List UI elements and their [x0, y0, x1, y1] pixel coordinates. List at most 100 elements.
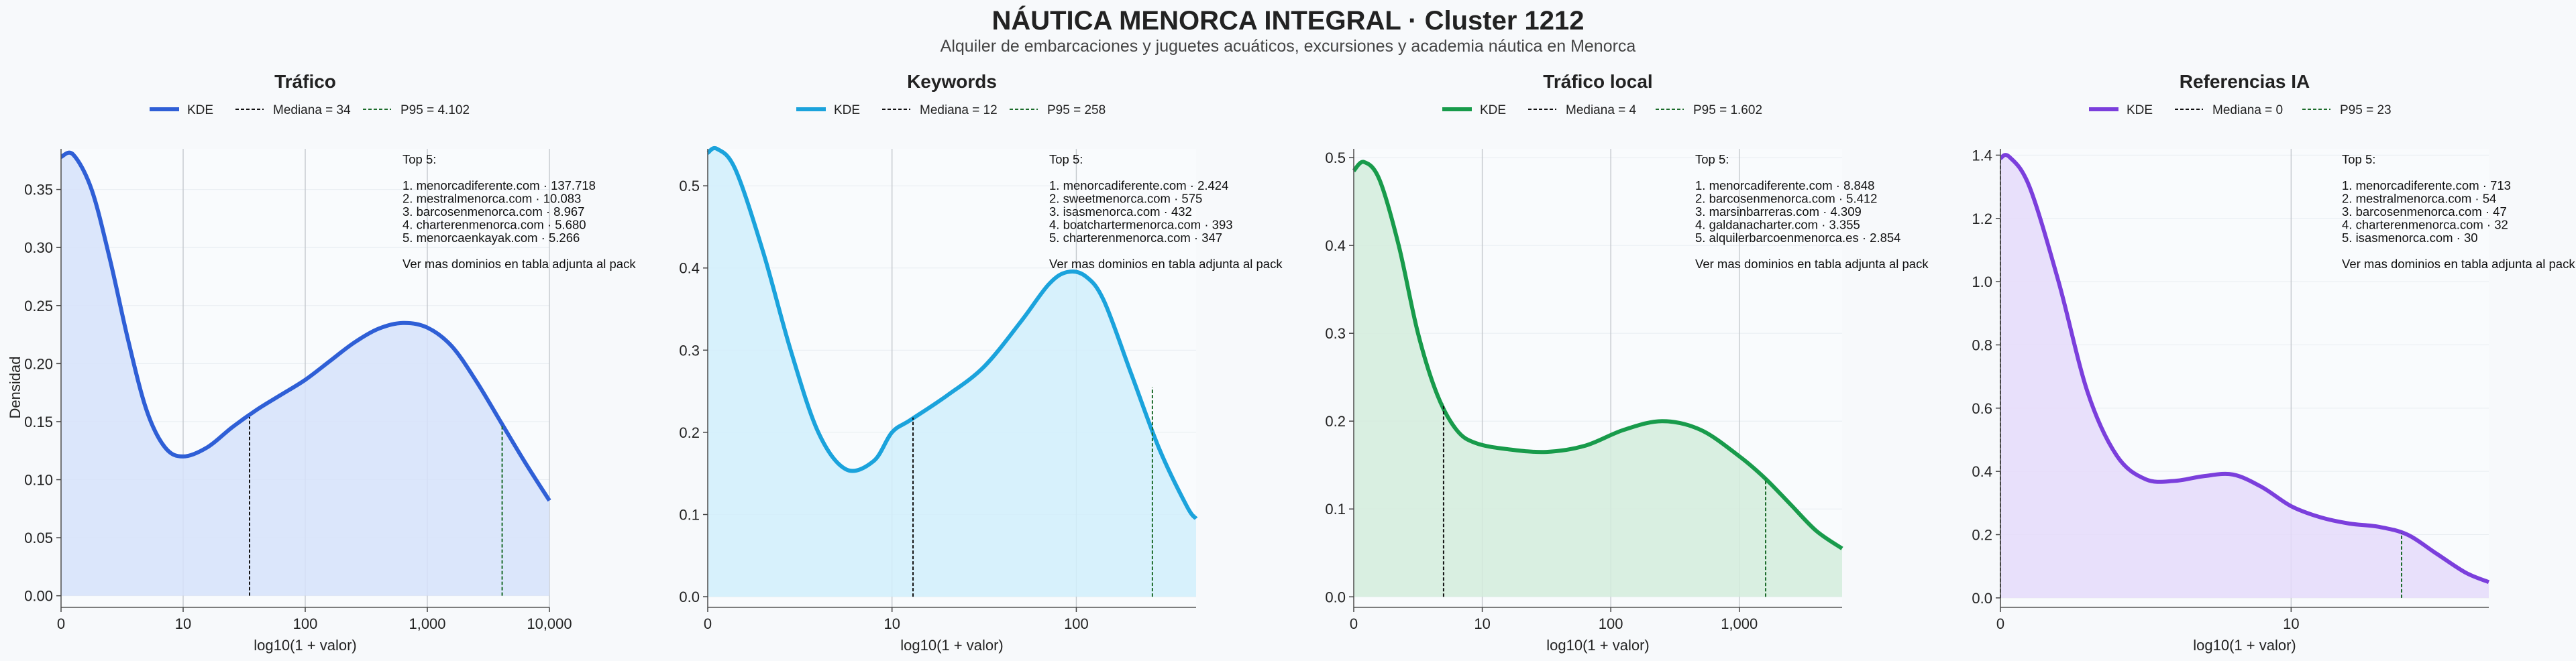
kde-line — [1999, 153, 2490, 585]
kde-line — [706, 146, 1198, 520]
legend-kde-label: KDE — [834, 103, 860, 117]
y-tick-label: 0.1 — [679, 506, 700, 523]
annotation-line: 5. alquilerbarcoenmenorca.es · 2.854 — [1695, 231, 1900, 245]
y-tick-label: 0.25 — [24, 298, 53, 314]
y-tick-label: 0.2 — [1325, 413, 1346, 430]
annotation-line: Ver mas dominios en tabla adjunta al pac… — [2342, 257, 2575, 271]
x-axis-label: log10(1 + valor) — [1546, 637, 1649, 654]
annotation-line: 3. barcosenmenorca.com · 8.967 — [402, 204, 584, 219]
annotation-line: 1. menorcadiferente.com · 713 — [2342, 178, 2511, 192]
annotation-line: 2. barcosenmenorca.com · 5.412 — [1695, 192, 1877, 206]
y-tick-label: 0.0 — [1325, 589, 1346, 605]
annotation-line: 5. menorcaenkayak.com · 5.266 — [402, 231, 580, 245]
y-tick-label: 0.30 — [24, 239, 53, 256]
legend-median-label: Mediana = 0 — [2212, 103, 2283, 117]
panel-trafico-local: 0.0 0.1 0.2 0.3 0.4 0.5 0 10 100 1,000 log10(1 + v… — [1325, 71, 1929, 654]
y-axis-label: Densidad — [7, 357, 23, 419]
y-tick-label: 0.0 — [1972, 590, 1992, 607]
annotation-line: Top 5: — [2342, 152, 2375, 166]
annotation-line: Ver mas dominios en tabla adjunta al pac… — [1049, 257, 1283, 271]
x-axis-label: log10(1 + valor) — [900, 637, 1003, 654]
annotation-line: 4. charterenmenorca.com · 5.680 — [402, 218, 586, 232]
legend-p95-label: P95 = 4.102 — [400, 103, 470, 117]
y-tick-label: 0.10 — [24, 472, 53, 489]
kde-area — [708, 147, 1196, 597]
panel-title: Tráfico — [274, 71, 336, 92]
annotation-line: Ver mas dominios en tabla adjunta al pac… — [402, 257, 636, 271]
legend: KDE Mediana = 12 P95 = 258 — [796, 103, 1106, 117]
y-tick-label: 0.15 — [24, 414, 53, 430]
x-tick-label: 1,000 — [409, 615, 445, 632]
legend-median-label: Mediana = 12 — [920, 103, 998, 117]
top5-annotation: Top 5: 1. menorcadiferente.com · 137.7182… — [402, 152, 636, 271]
figure-title: NÁUTICA MENORCA INTEGRAL · Cluster 1212 — [991, 5, 1584, 36]
panel-trafico: 0.00 0.05 0.10 0.15 0.20 0.25 0.30 0.35 0 10 100 1,… — [24, 71, 636, 654]
annotation-line: 1. menorcadiferente.com · 8.848 — [1695, 178, 1874, 192]
top5-annotation: Top 5: 1. menorcadiferente.com · 8.8482. … — [1695, 152, 1929, 271]
x-tick-label: 0 — [1996, 615, 2004, 632]
kde-line — [1352, 160, 1843, 550]
y-tick-label: 0.20 — [24, 355, 53, 372]
annotation-line: 4. galdanacharter.com · 3.355 — [1695, 218, 1860, 232]
x-tick-label: 10 — [883, 615, 900, 632]
x-tick-label: 10,000 — [527, 615, 572, 632]
annotation-line: 4. boatchartermenorca.com · 393 — [1049, 218, 1233, 232]
y-tick-label: 0.4 — [1972, 463, 1992, 480]
y-tick-label: 1.4 — [1972, 147, 1992, 164]
annotation-line: 1. menorcadiferente.com · 137.718 — [402, 178, 596, 192]
annotation-line: 3. barcosenmenorca.com · 47 — [2342, 204, 2507, 219]
legend-p95-label: P95 = 1.602 — [1693, 103, 1762, 117]
x-tick-label: 100 — [293, 615, 318, 632]
y-tick-label: 0.5 — [679, 178, 700, 194]
x-tick-label: 1,000 — [1721, 615, 1758, 632]
y-tick-label: 0.0 — [679, 589, 700, 605]
y-tick-label: 0.1 — [1325, 501, 1346, 518]
legend-kde-label: KDE — [1480, 103, 1506, 117]
legend-p95-label: P95 = 23 — [2340, 103, 2392, 117]
annotation-line: Top 5: — [1695, 152, 1729, 166]
legend-p95-label: P95 = 258 — [1047, 103, 1106, 117]
figure-subtitle: Alquiler de embarcaciones y juguetes acu… — [941, 37, 1636, 56]
y-tick-label: 0.3 — [1325, 325, 1346, 342]
y-tick-label: 0.5 — [1325, 149, 1346, 166]
annotation-line: 1. menorcadiferente.com · 2.424 — [1049, 178, 1228, 192]
legend-kde-label: KDE — [2127, 103, 2153, 117]
x-tick-label: 0 — [57, 615, 65, 632]
x-tick-label: 10 — [1474, 615, 1490, 632]
legend: KDE Mediana = 0 P95 = 23 — [2089, 103, 2392, 117]
panel-title: Tráfico local — [1543, 71, 1652, 92]
x-axis-label: log10(1 + valor) — [2193, 637, 2296, 654]
x-tick-label: 0 — [704, 615, 712, 632]
x-axis-label: log10(1 + valor) — [254, 637, 356, 654]
annotation-line: 2. sweetmenorca.com · 575 — [1049, 192, 1202, 206]
panel-title: Keywords — [907, 71, 997, 92]
legend-kde-label: KDE — [187, 103, 213, 117]
y-tick-label: 0.2 — [1972, 527, 1992, 544]
panel-keywords: 0.0 0.1 0.2 0.3 0.4 0.5 0 10 100 log10(1 + valor)… — [679, 71, 1283, 654]
x-tick-label: 10 — [2283, 615, 2299, 632]
x-tick-label: 0 — [1350, 615, 1358, 632]
y-tick-label: 0.4 — [679, 260, 700, 277]
y-tick-label: 0.6 — [1972, 400, 1992, 417]
legend-median-label: Mediana = 34 — [273, 103, 351, 117]
top5-annotation: Top 5: 1. menorcadiferente.com · 2.4242. … — [1049, 152, 1283, 271]
y-tick-label: 0.00 — [24, 588, 53, 605]
annotation-line: 3. marsinbarreras.com · 4.309 — [1695, 204, 1862, 219]
y-tick-label: 0.2 — [679, 424, 700, 441]
annotation-line: Top 5: — [402, 152, 436, 166]
annotation-line: 4. charterenmenorca.com · 32 — [2342, 218, 2508, 232]
y-tick-label: 0.3 — [679, 342, 700, 359]
y-tick-label: 0.8 — [1972, 337, 1992, 353]
legend: KDE Mediana = 4 P95 = 1.602 — [1442, 103, 1762, 117]
annotation-line: Top 5: — [1049, 152, 1083, 166]
legend: KDE Mediana = 34 P95 = 4.102 — [150, 103, 470, 117]
panel-referencias-ia: 0.0 0.2 0.4 0.6 0.8 1.0 1.2 1.4 0 10 log10(1 + val… — [1972, 71, 2575, 654]
y-tick-label: 0.4 — [1325, 237, 1346, 254]
y-tick-label: 0.35 — [24, 182, 53, 198]
kde-line — [60, 150, 551, 502]
annotation-line: 3. isasmenorca.com · 432 — [1049, 204, 1192, 219]
annotation-line: 2. mestralmenorca.com · 54 — [2342, 192, 2496, 206]
legend-median-label: Mediana = 4 — [1566, 103, 1637, 117]
